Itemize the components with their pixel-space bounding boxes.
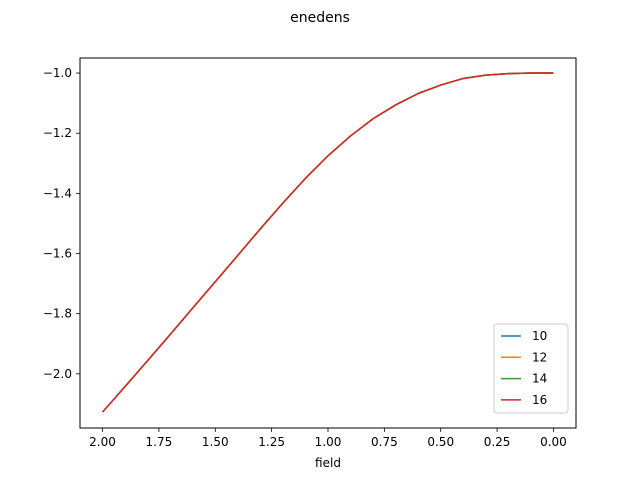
x-tick-label: 0.75 bbox=[371, 435, 398, 449]
y-axis-ticks: −1.0 −1.2 −1.4 −1.6 −1.8 −2.0 bbox=[43, 66, 80, 381]
x-axis-label: field bbox=[315, 456, 341, 470]
x-tick-label: 1.50 bbox=[202, 435, 229, 449]
x-tick-label: 0.50 bbox=[427, 435, 454, 449]
legend-label-10: 10 bbox=[532, 329, 547, 343]
x-tick-label: 1.25 bbox=[258, 435, 285, 449]
legend-label-12: 12 bbox=[532, 350, 547, 364]
x-tick-label: 2.00 bbox=[89, 435, 116, 449]
series-layer bbox=[101, 72, 554, 413]
chart-title: enedens bbox=[290, 10, 350, 26]
y-tick-label: −1.8 bbox=[43, 307, 72, 321]
x-tick-label: 1.75 bbox=[146, 435, 173, 449]
series-line-16 bbox=[101, 72, 554, 413]
x-tick-label: 1.00 bbox=[315, 435, 342, 449]
y-tick-label: −1.4 bbox=[43, 186, 72, 200]
x-tick-label: 0.00 bbox=[540, 435, 567, 449]
y-tick-label: −2.0 bbox=[43, 367, 72, 381]
legend-box bbox=[493, 323, 569, 414]
x-axis-ticks: 2.00 1.75 1.50 1.25 1.00 0.75 0.50 0.25 0.00 bbox=[89, 428, 567, 449]
y-tick-label: −1.2 bbox=[43, 126, 72, 140]
legend-label-14: 14 bbox=[532, 372, 547, 386]
y-tick-label: −1.0 bbox=[43, 66, 72, 80]
x-tick-label: 0.25 bbox=[484, 435, 511, 449]
legend: 10 12 14 16 bbox=[493, 323, 569, 414]
legend-label-16: 16 bbox=[532, 393, 547, 407]
y-tick-label: −1.6 bbox=[43, 247, 72, 261]
